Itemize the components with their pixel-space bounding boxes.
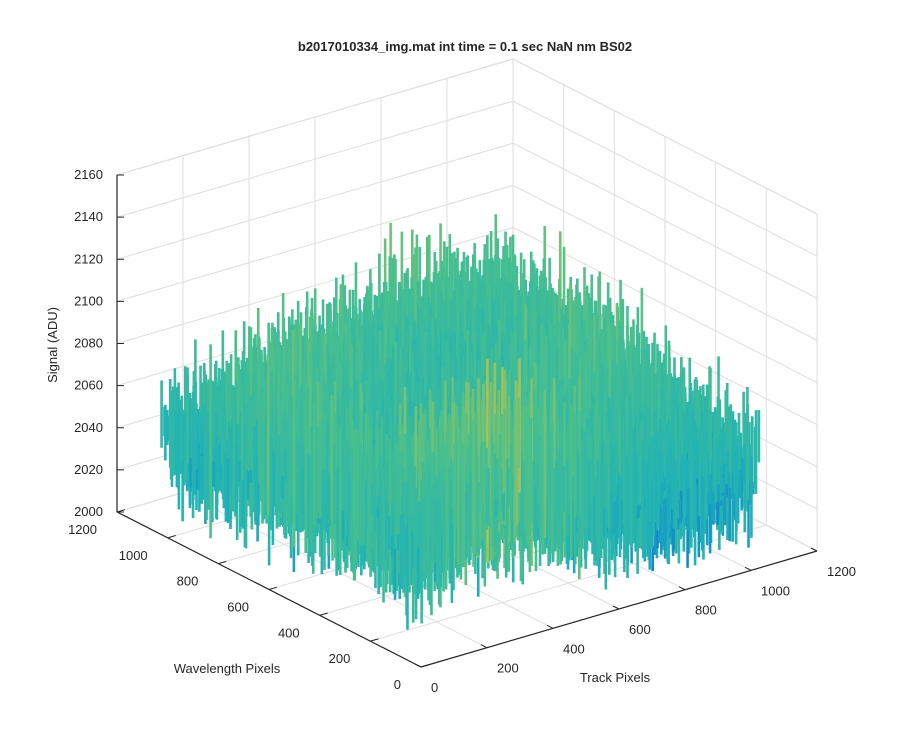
grid-line (116, 142, 514, 260)
grid-line (116, 100, 514, 218)
grid-line (512, 100, 818, 257)
surface-plot (160, 214, 761, 630)
box-edge (116, 58, 514, 176)
grid-line (370, 524, 767, 642)
grid-line (512, 142, 818, 299)
box-edge (512, 58, 818, 215)
grid-line (512, 184, 818, 341)
grid-line (116, 184, 514, 302)
